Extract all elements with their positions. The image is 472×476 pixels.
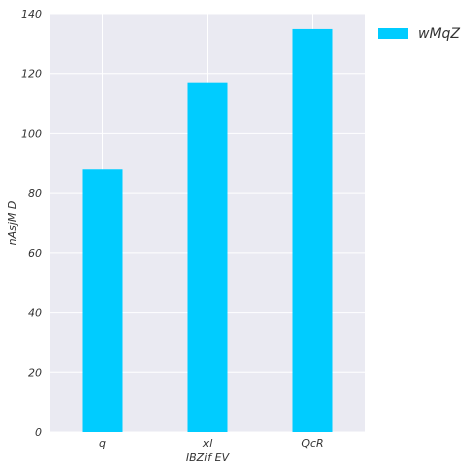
bar-q: [82, 169, 123, 432]
y-tick-label: 140: [21, 8, 42, 21]
y-tick-label: 0: [35, 426, 42, 439]
legend-label: wMqZ: [418, 26, 460, 42]
y-tick-label: 20: [28, 366, 42, 379]
x-axis: q xl QcR: [99, 437, 324, 450]
legend-swatch: [378, 28, 408, 39]
y-tick-label: 100: [21, 127, 42, 140]
y-axis: 0 20 40 60 80 100 120 140: [21, 8, 42, 439]
x-tick-label: xl: [202, 437, 213, 450]
bar-QcR: [292, 28, 333, 433]
x-axis-label: IBZif EV: [186, 451, 231, 464]
bar-xl: [187, 82, 228, 433]
bars: [82, 28, 333, 433]
y-tick-label: 80: [28, 187, 42, 200]
y-tick-label: 60: [28, 247, 42, 260]
y-tick-label: 120: [21, 68, 42, 81]
x-tick-label: q: [99, 437, 106, 450]
legend: wMqZ: [378, 26, 460, 42]
x-tick-label: QcR: [301, 437, 323, 450]
y-axis-label: nAsjM D: [6, 201, 19, 246]
y-tick-label: 40: [28, 307, 42, 320]
